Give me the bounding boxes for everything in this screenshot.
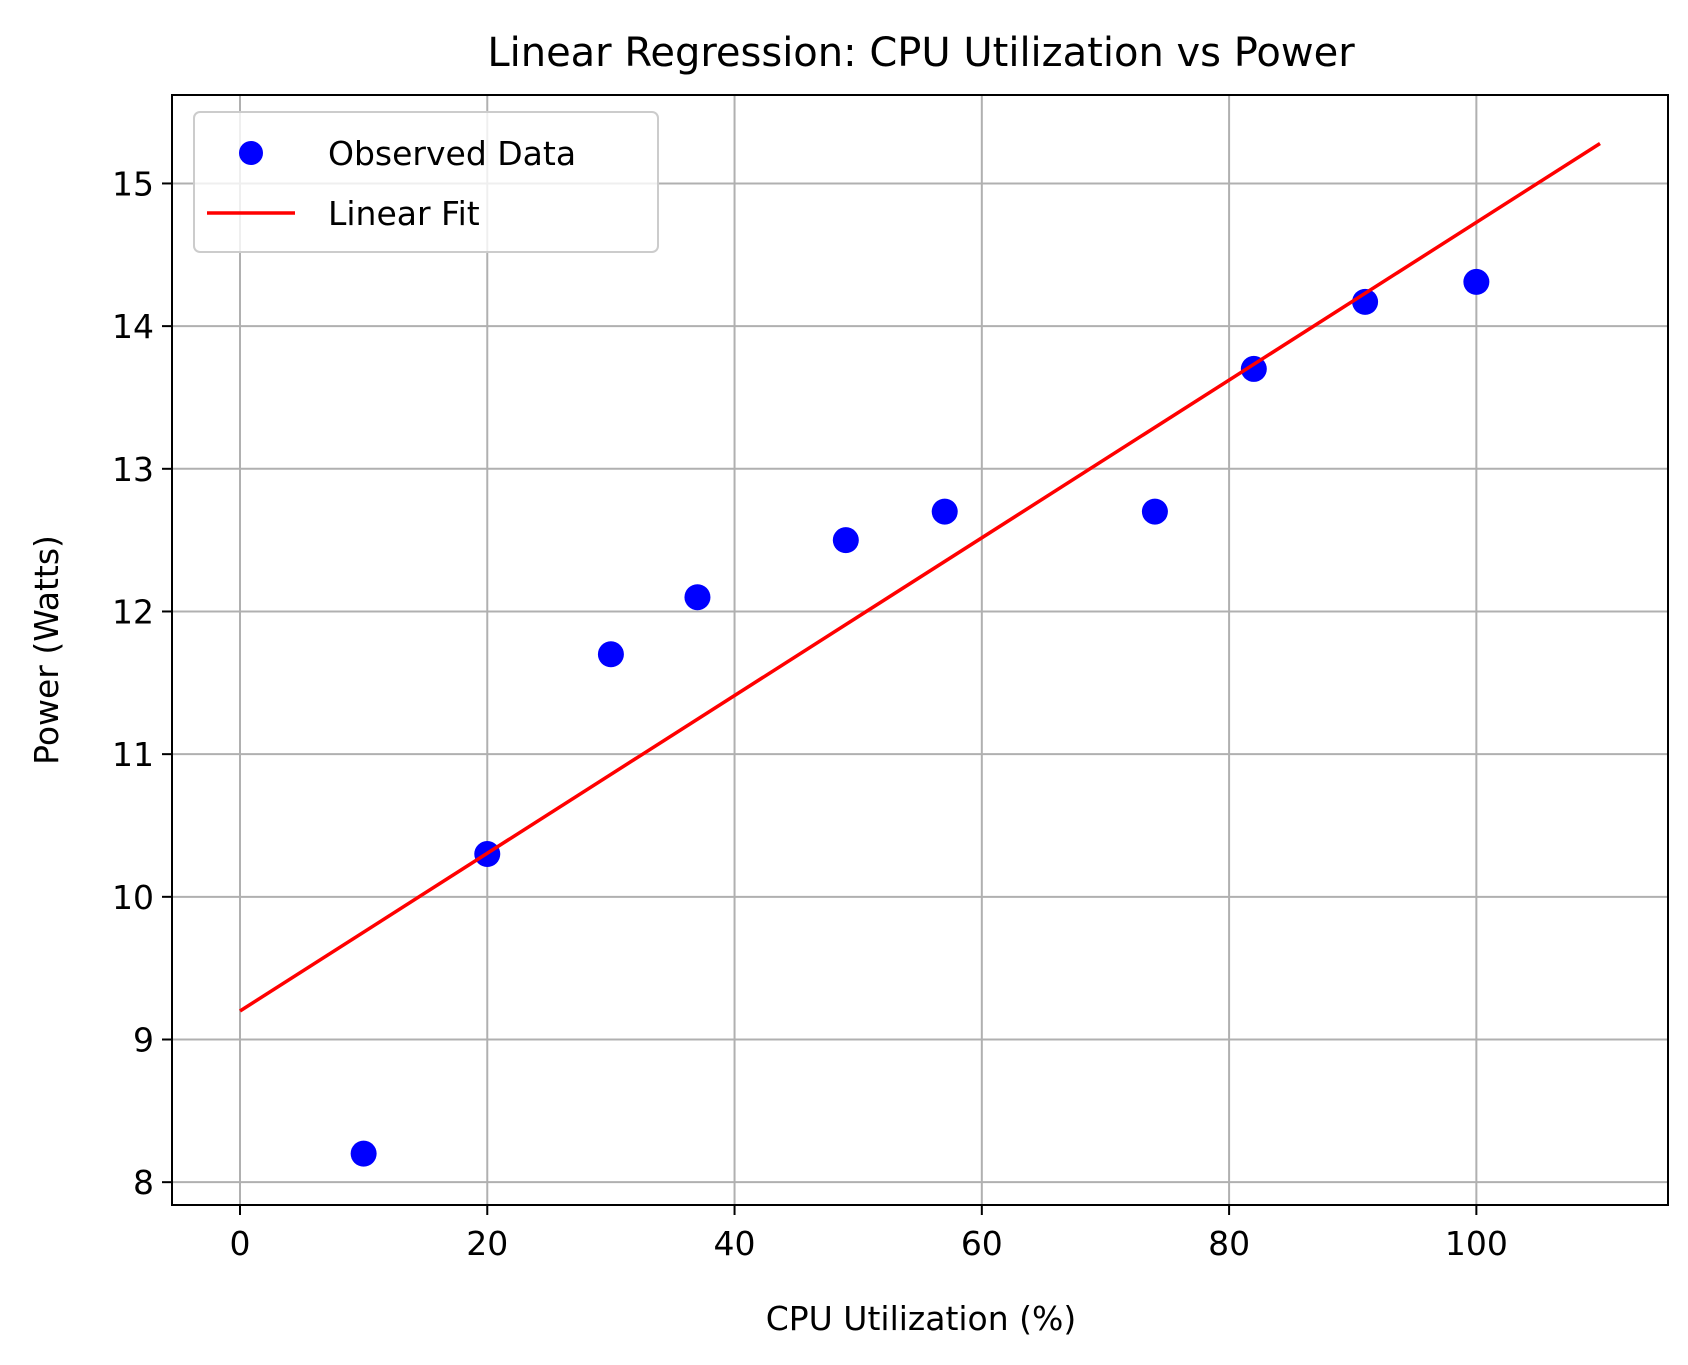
x-tick-label: 20: [466, 1224, 508, 1263]
y-tick-label: 13: [112, 450, 154, 489]
y-tick-label: 12: [112, 592, 154, 631]
data-point: [597, 641, 624, 668]
x-tick-label: 60: [961, 1224, 1003, 1263]
axes-frame: [171, 94, 1669, 1206]
x-tick-label: 80: [1208, 1224, 1250, 1263]
y-tick-label: 15: [112, 164, 154, 203]
x-tick-label: 100: [1445, 1224, 1508, 1263]
chart-title: Linear Regression: CPU Utilization vs Po…: [487, 30, 1355, 76]
x-tick-label: 0: [230, 1224, 251, 1263]
axis-ticks: 0 20 40 60 80 100 8 9 10 11 12 13 14 15: [112, 164, 1508, 1263]
legend-label-linear-fit: Linear Fit: [328, 194, 480, 233]
data-point: [931, 498, 958, 525]
data-point: [1240, 355, 1267, 382]
plot-area: [239, 142, 1601, 1167]
y-tick-label: 8: [133, 1163, 154, 1202]
y-tick-label: 9: [133, 1020, 154, 1059]
linear-fit-line: [239, 142, 1601, 1013]
y-tick-label: 11: [112, 735, 154, 774]
data-point: [1141, 498, 1168, 525]
legend-label-observed-data: Observed Data: [328, 134, 576, 173]
data-point: [350, 1140, 377, 1167]
data-point: [832, 527, 859, 554]
legend: Observed Data Linear Fit: [193, 111, 659, 253]
data-point: [1463, 268, 1490, 295]
x-axis-label: CPU Utilization (%): [766, 1299, 1077, 1338]
y-tick-label: 10: [112, 878, 154, 917]
legend-marker-observed-data: [239, 141, 263, 165]
x-tick-label: 40: [714, 1224, 756, 1263]
data-point: [684, 584, 711, 611]
y-axis-label: Power (Watts): [27, 535, 66, 765]
y-tick-label: 14: [112, 307, 154, 346]
legend-box: [193, 111, 659, 253]
data-point: [1352, 288, 1379, 315]
